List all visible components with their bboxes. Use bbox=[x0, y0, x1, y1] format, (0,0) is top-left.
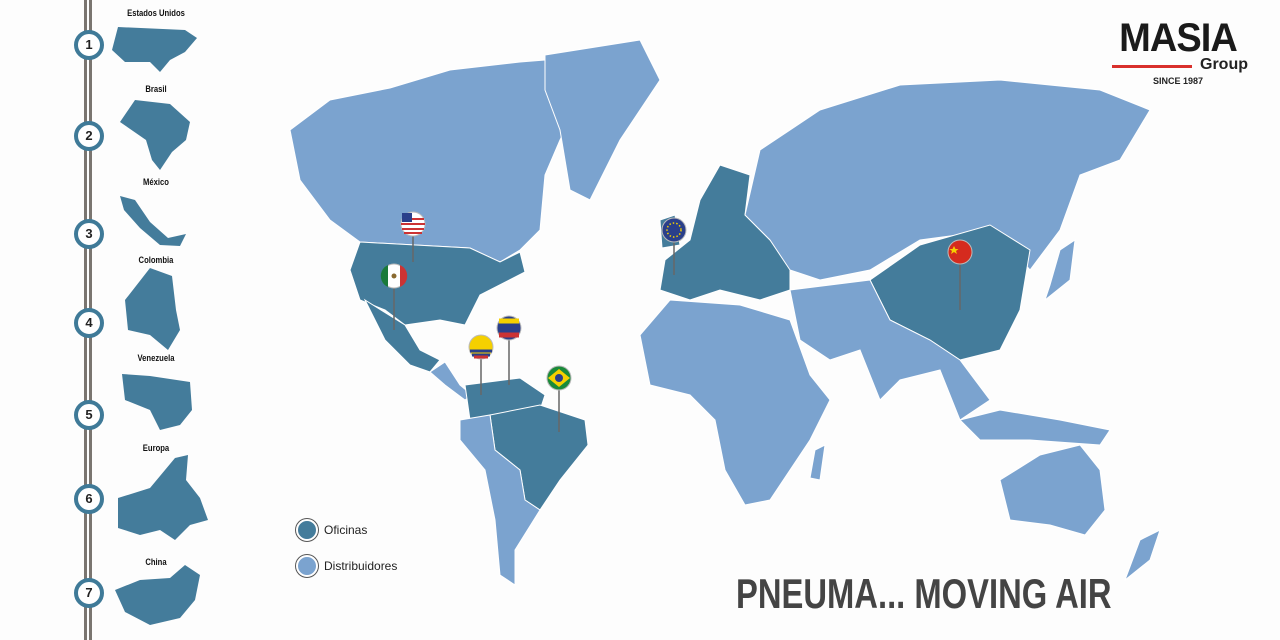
label-china: China bbox=[145, 557, 167, 567]
step-5: 5 bbox=[74, 400, 104, 430]
colombia-silhouette bbox=[125, 268, 180, 350]
flag-colombia bbox=[468, 334, 494, 360]
legend-distributors: Distribuidores bbox=[296, 555, 397, 577]
china-silhouette bbox=[115, 565, 200, 625]
new-zealand bbox=[1123, 529, 1161, 582]
masia-logo: MASIA Group SINCE 1987 bbox=[1108, 18, 1248, 86]
venezuela-silhouette bbox=[122, 374, 192, 430]
step-6: 6 bbox=[74, 484, 104, 514]
logo-since: SINCE 1987 bbox=[1152, 76, 1204, 86]
step-3: 3 bbox=[74, 219, 104, 249]
canada bbox=[289, 57, 581, 263]
location-pins bbox=[393, 236, 961, 432]
label-mexico: México bbox=[143, 177, 169, 187]
greenland bbox=[544, 39, 661, 201]
sidebar-silhouettes bbox=[112, 27, 208, 625]
step-4: 4 bbox=[74, 308, 104, 338]
step-1: 1 bbox=[74, 30, 104, 60]
australia bbox=[999, 444, 1106, 536]
logo-name: MASIA bbox=[1119, 16, 1238, 60]
flag-eu bbox=[661, 217, 687, 243]
logo-group: Group bbox=[1108, 56, 1248, 74]
label-colombia: Colombia bbox=[138, 255, 174, 265]
flag-venezuela bbox=[496, 315, 522, 341]
label-venezuela: Venezuela bbox=[137, 353, 175, 363]
step-2: 2 bbox=[74, 121, 104, 151]
middle-east-india bbox=[789, 279, 991, 421]
flag-china bbox=[947, 239, 973, 265]
legend-distributors-label: Distribuidores bbox=[324, 559, 398, 573]
russia-asia bbox=[744, 79, 1151, 281]
japan bbox=[1043, 238, 1076, 302]
map-countries bbox=[289, 39, 1161, 586]
mexico bbox=[363, 298, 441, 373]
flag-mexico bbox=[380, 263, 408, 289]
step-7: 7 bbox=[74, 578, 104, 608]
distributors-swatch-icon bbox=[296, 555, 318, 577]
central-america bbox=[429, 361, 473, 401]
label-usa: Estados Unidos bbox=[127, 8, 185, 18]
south-america-rest bbox=[459, 414, 541, 586]
flag-brazil bbox=[546, 365, 572, 391]
slogan: PNEUMA... MOVING AIR bbox=[736, 570, 1112, 617]
madagascar bbox=[809, 444, 826, 481]
africa bbox=[639, 299, 831, 506]
legend-offices-label: Oficinas bbox=[324, 523, 368, 537]
europe-silhouette bbox=[118, 455, 208, 540]
southeast-asia bbox=[959, 409, 1111, 446]
usa-silhouette bbox=[112, 27, 197, 72]
label-brasil: Brasil bbox=[145, 84, 167, 94]
brazil-silhouette bbox=[120, 100, 190, 170]
flag-usa bbox=[400, 211, 426, 237]
offices-swatch-icon bbox=[296, 519, 318, 541]
mexico-silhouette bbox=[120, 196, 186, 246]
legend-offices: Oficinas bbox=[296, 519, 367, 541]
label-europa: Europa bbox=[142, 443, 170, 453]
